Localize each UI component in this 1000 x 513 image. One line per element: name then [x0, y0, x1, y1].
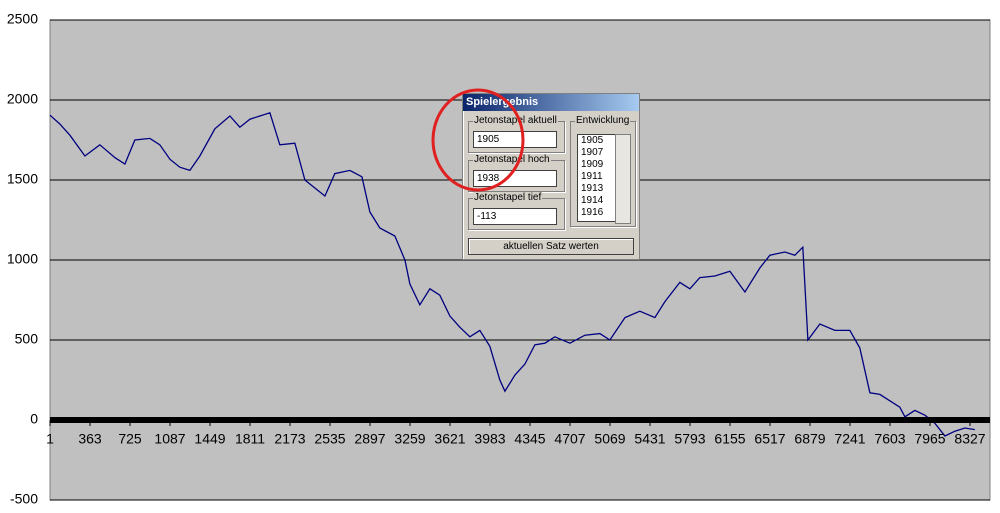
dialog-title: Spielergebnis	[463, 94, 639, 111]
list-item[interactable]: 1905	[581, 135, 604, 146]
x-tick-label: 8327	[954, 431, 985, 447]
group-label: Jetonstapel tief	[473, 192, 543, 203]
x-tick-label: 5793	[674, 431, 705, 447]
x-tick-label: 2897	[354, 431, 385, 447]
group: Entwicklung 1905 1907 1909 1911 1913 1914 1916	[570, 115, 636, 227]
text-field[interactable]: 1938	[473, 170, 557, 187]
x-tick-label: 4707	[554, 431, 585, 447]
x-tick-label: 725	[118, 431, 142, 447]
group-label: Jetonstapel hoch	[473, 154, 551, 165]
x-tick-label: 6517	[754, 431, 785, 447]
data-line	[49, 111, 975, 437]
group: Jetonstapel tief -113	[468, 192, 565, 230]
x-tick-label: 5069	[594, 431, 625, 447]
x-tick-label: 3983	[474, 431, 505, 447]
group: Jetonstapel aktuell 1905	[468, 115, 565, 153]
group: Jetonstapel hoch 1938	[468, 154, 565, 192]
x-tick-label: 363	[78, 431, 102, 447]
x-tick-label: 1087	[154, 431, 185, 447]
y-tick-label: 1500	[7, 171, 38, 187]
list-item[interactable]: 1916	[581, 207, 604, 218]
button[interactable]: aktuellen Satz werten	[468, 238, 634, 255]
group-label: Jetonstapel aktuell	[473, 115, 558, 126]
list-item[interactable]: 1914	[581, 195, 604, 206]
list-item[interactable]: 1907	[581, 147, 604, 158]
y-tick-label: 1000	[7, 251, 38, 267]
x-tick-label: 5431	[634, 431, 665, 447]
x-tick-label: 4345	[514, 431, 545, 447]
list-item[interactable]: 1909	[581, 159, 604, 170]
x-tick-label: 3259	[394, 431, 425, 447]
text-field[interactable]: -113	[473, 208, 557, 225]
scrollbar[interactable]	[615, 134, 631, 224]
x-tick-label: 7241	[834, 431, 865, 447]
x-tick-label: 7603	[874, 431, 905, 447]
x-tick-label: 6155	[714, 431, 745, 447]
list-item[interactable]: 1913	[581, 183, 604, 194]
y-tick-label: 500	[15, 331, 39, 347]
list-box[interactable]: 1905 1907 1909 1911 1913 1914 1916	[577, 134, 616, 222]
x-tick-label: 1449	[194, 431, 225, 447]
text-field[interactable]: 1905	[473, 131, 557, 148]
x-tick-label: 3621	[434, 431, 465, 447]
y-tick-label: 2000	[7, 91, 38, 107]
dialog: Spielergebnis Jetonstapel aktuell 1905 Je…	[462, 93, 640, 260]
x-tick-label: 2173	[274, 431, 305, 447]
x-tick-label: 1811	[235, 431, 265, 447]
y-tick-label: 0	[30, 411, 38, 427]
list-item[interactable]: 1911	[581, 171, 603, 182]
x-tick-label: 7965	[914, 431, 945, 447]
x-tick-label: 6879	[794, 431, 825, 447]
y-tick-label: 2500	[7, 11, 38, 27]
y-tick-label: -500	[10, 491, 38, 507]
group-label: Entwicklung	[575, 115, 631, 126]
x-tick-label: 2535	[314, 431, 345, 447]
x-tick-label: 1	[46, 431, 54, 447]
